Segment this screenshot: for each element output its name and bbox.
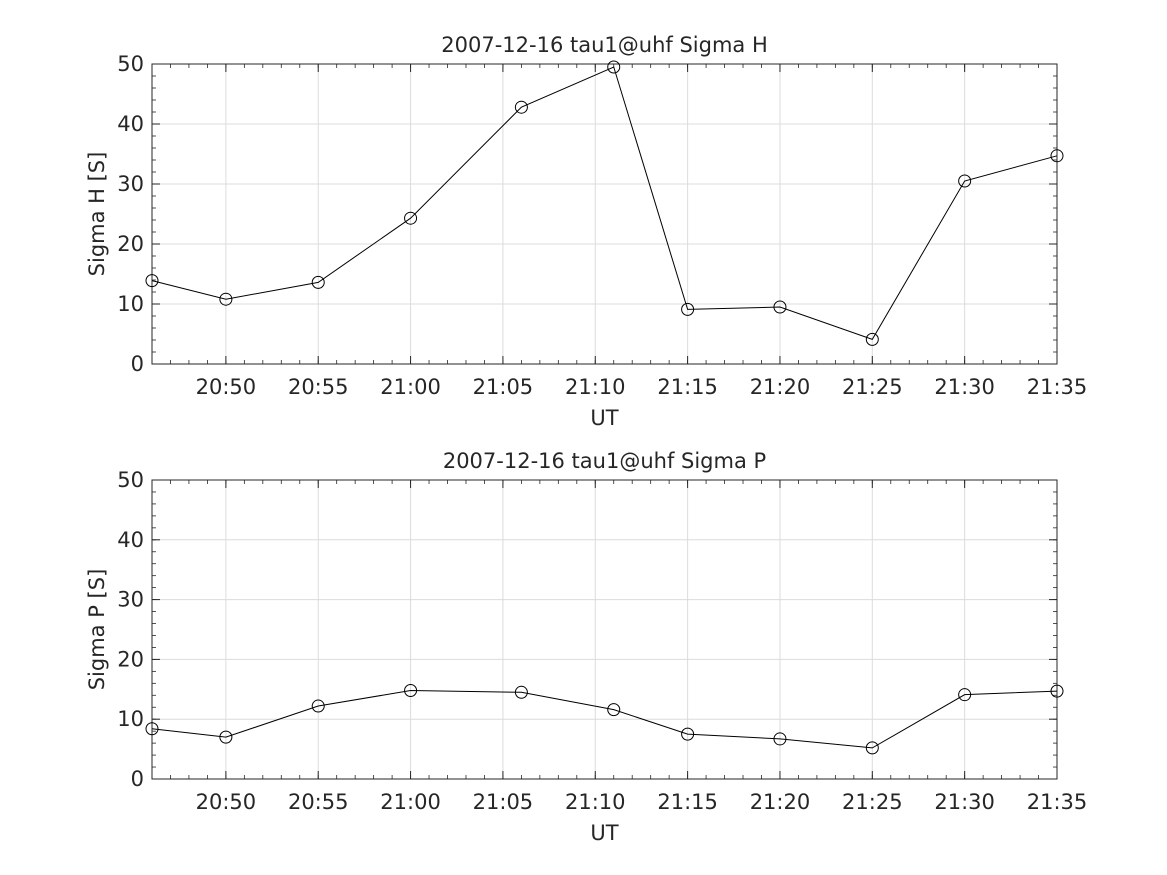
x-tick-label: 21:20 [750,375,811,399]
y-axis-label: Sigma H [S] [85,152,109,277]
y-tick-label: 30 [117,172,144,196]
y-tick-label: 10 [117,292,144,316]
x-tick-label: 21:15 [657,375,718,399]
x-tick-label: 20:50 [196,790,257,814]
data-point [958,688,972,702]
x-tick-label: 20:50 [196,375,257,399]
x-tick-label: 21:00 [380,790,441,814]
chart-2: 0 10 20 30 40 50 20:50 20:55 21:00 21:05 21:10 21:1… [85,449,1087,845]
series-line [151,689,1058,749]
y-tick-label: 40 [117,528,144,552]
axes-box [151,479,1058,780]
data-point [311,699,325,713]
x-tick-label: 21:10 [565,790,626,814]
y-tick-label: 30 [117,588,144,612]
x-tick-label: 21:30 [934,375,995,399]
chart-title: 2007-12-16 tau1@uhf Sigma P [443,449,766,473]
y-tick-label: 0 [131,767,144,791]
data-point [514,685,528,699]
plot-area [152,480,1057,779]
data-point [681,727,695,741]
axes-box [151,63,1058,365]
data-point [773,300,787,314]
data-point [681,302,695,316]
data-point [773,732,787,746]
y-tick-label: 50 [117,468,144,492]
y-tick-label: 20 [117,232,144,256]
x-tick-label: 21:25 [842,375,903,399]
x-tick-label: 21:30 [934,790,995,814]
data-point [1050,684,1064,698]
x-axis-label: UT [590,821,618,845]
data-point [219,292,233,306]
data-point [1050,149,1064,163]
y-axis-label: Sigma P [S] [85,569,109,691]
x-tick-label: 20:55 [288,375,349,399]
y-tick-label: 40 [117,112,144,136]
y-tick-label: 0 [131,352,144,376]
data-point [607,703,621,717]
x-tick-label: 20:55 [288,790,349,814]
data-point [219,730,233,744]
data-point [865,741,879,755]
x-tick-label: 21:25 [842,790,903,814]
x-axis-label: UT [590,406,618,430]
data-point [145,722,159,736]
chart-1: 0 10 20 30 40 50 20:50 20:55 21:00 21:05 21:10 21:1… [85,33,1087,430]
series-line [151,66,1058,341]
y-tick-label: 20 [117,647,144,671]
x-tick-label: 21:15 [657,790,718,814]
x-tick-label: 21:35 [1027,790,1088,814]
data-point [404,683,418,697]
chart-title: 2007-12-16 tau1@uhf Sigma H [441,33,767,57]
plot-area [152,64,1057,364]
x-tick-label: 21:20 [750,790,811,814]
x-tick-label: 21:10 [565,375,626,399]
x-tick-label: 21:05 [473,790,534,814]
data-point [958,174,972,188]
data-point [311,275,325,289]
data-point [607,60,621,74]
data-point [404,211,418,225]
y-tick-label: 50 [117,52,144,76]
data-point [514,100,528,114]
data-point [145,274,159,288]
x-tick-label: 21:35 [1027,375,1088,399]
data-point [865,332,879,346]
x-tick-label: 21:00 [380,375,441,399]
x-tick-label: 21:05 [473,375,534,399]
y-tick-label: 10 [117,707,144,731]
